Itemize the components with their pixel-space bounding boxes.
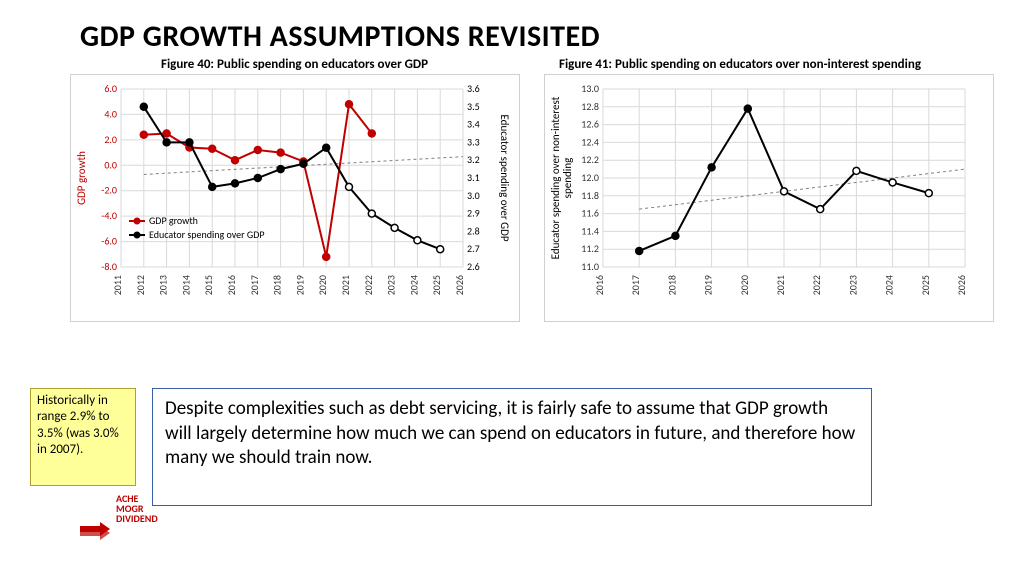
logo-fragment: ACHEMOGRDIVIDEND bbox=[116, 494, 158, 524]
svg-text:12.6: 12.6 bbox=[581, 118, 599, 131]
figure-41-chart: Figure 41: Public spending on educators … bbox=[544, 74, 994, 322]
svg-text:2020: 2020 bbox=[316, 275, 329, 295]
svg-text:12.0: 12.0 bbox=[581, 171, 599, 184]
svg-text:2025: 2025 bbox=[919, 275, 932, 295]
svg-text:0.0: 0.0 bbox=[104, 158, 117, 171]
svg-text:2019: 2019 bbox=[702, 275, 715, 295]
svg-text:3.0: 3.0 bbox=[467, 189, 480, 202]
svg-text:2016: 2016 bbox=[593, 275, 606, 295]
svg-text:GDP growth: GDP growth bbox=[75, 151, 88, 205]
svg-text:-2.0: -2.0 bbox=[101, 184, 117, 197]
svg-text:2022: 2022 bbox=[362, 275, 375, 295]
svg-text:GDP growth: GDP growth bbox=[149, 214, 198, 227]
svg-text:2023: 2023 bbox=[846, 275, 859, 295]
svg-text:2019: 2019 bbox=[293, 275, 306, 295]
svg-text:3.4: 3.4 bbox=[467, 118, 480, 131]
svg-text:12.4: 12.4 bbox=[581, 135, 599, 148]
svg-text:11.4: 11.4 bbox=[581, 224, 599, 237]
svg-text:2016: 2016 bbox=[225, 275, 238, 295]
page-title: GDP GROWTH ASSUMPTIONS REVISITED bbox=[80, 18, 600, 55]
svg-text:2.7: 2.7 bbox=[467, 242, 480, 255]
figure-40-title: Figure 40: Public spending on educators … bbox=[161, 57, 428, 72]
svg-text:2022: 2022 bbox=[810, 275, 823, 295]
svg-text:2021: 2021 bbox=[339, 275, 352, 295]
svg-text:2026: 2026 bbox=[453, 275, 466, 295]
svg-text:3.2: 3.2 bbox=[467, 153, 480, 166]
svg-text:2024: 2024 bbox=[883, 275, 896, 295]
svg-text:2015: 2015 bbox=[202, 275, 215, 295]
svg-text:2011: 2011 bbox=[111, 275, 124, 295]
svg-text:2.0: 2.0 bbox=[104, 133, 117, 146]
svg-text:3.1: 3.1 bbox=[467, 171, 480, 184]
svg-text:2021: 2021 bbox=[774, 275, 787, 295]
svg-text:11.2: 11.2 bbox=[581, 242, 599, 255]
svg-text:2026: 2026 bbox=[955, 275, 968, 295]
svg-text:2017: 2017 bbox=[629, 275, 642, 295]
svg-text:2.9: 2.9 bbox=[467, 207, 480, 220]
svg-text:4.0: 4.0 bbox=[104, 107, 117, 120]
svg-text:Educator spending over GDP: Educator spending over GDP bbox=[149, 228, 265, 241]
svg-text:-6.0: -6.0 bbox=[101, 235, 117, 248]
svg-text:-8.0: -8.0 bbox=[101, 260, 117, 273]
svg-text:2020: 2020 bbox=[738, 275, 751, 295]
svg-text:spending: spending bbox=[561, 158, 574, 199]
svg-text:2.8: 2.8 bbox=[467, 224, 480, 237]
svg-text:2012: 2012 bbox=[134, 275, 147, 295]
svg-text:3.3: 3.3 bbox=[467, 135, 480, 148]
svg-text:2.6: 2.6 bbox=[467, 260, 480, 273]
svg-text:13.0: 13.0 bbox=[581, 82, 599, 95]
svg-text:-4.0: -4.0 bbox=[101, 209, 117, 222]
svg-text:6.0: 6.0 bbox=[104, 82, 117, 95]
svg-text:2025: 2025 bbox=[430, 275, 443, 295]
svg-text:3.5: 3.5 bbox=[467, 100, 480, 113]
description-text: Despite complexities such as debt servic… bbox=[152, 388, 872, 506]
svg-text:2014: 2014 bbox=[179, 275, 192, 295]
svg-text:2018: 2018 bbox=[271, 275, 284, 295]
svg-text:2017: 2017 bbox=[248, 275, 261, 295]
svg-text:11.8: 11.8 bbox=[581, 189, 599, 202]
svg-text:2024: 2024 bbox=[407, 275, 420, 295]
svg-text:Educator spending over GDP: Educator spending over GDP bbox=[498, 114, 511, 241]
svg-text:12.8: 12.8 bbox=[581, 100, 599, 113]
figure-40-chart: Figure 40: Public spending on educators … bbox=[70, 74, 520, 322]
svg-text:12.2: 12.2 bbox=[581, 153, 599, 166]
svg-text:2023: 2023 bbox=[385, 275, 398, 295]
figure-40-plot: -8.0 -6.0 -4.0 -2.0 0.0 2.0 4.0 6.0 2.6 2.7 2.8 2.9… bbox=[71, 75, 521, 323]
svg-text:3.6: 3.6 bbox=[467, 82, 480, 95]
svg-text:2013: 2013 bbox=[157, 275, 170, 295]
svg-text:11.6: 11.6 bbox=[581, 207, 599, 220]
svg-text:2018: 2018 bbox=[665, 275, 678, 295]
figure-41-title: Figure 41: Public spending on educators … bbox=[559, 57, 921, 72]
figure-41-plot: 11.0 11.2 11.4 11.6 11.8 12.0 12.2 12.4 12.6 12.8… bbox=[545, 75, 995, 323]
svg-text:11.0: 11.0 bbox=[581, 260, 599, 273]
historical-note: Historically in range 2.9% to 3.5% (was … bbox=[30, 388, 136, 486]
